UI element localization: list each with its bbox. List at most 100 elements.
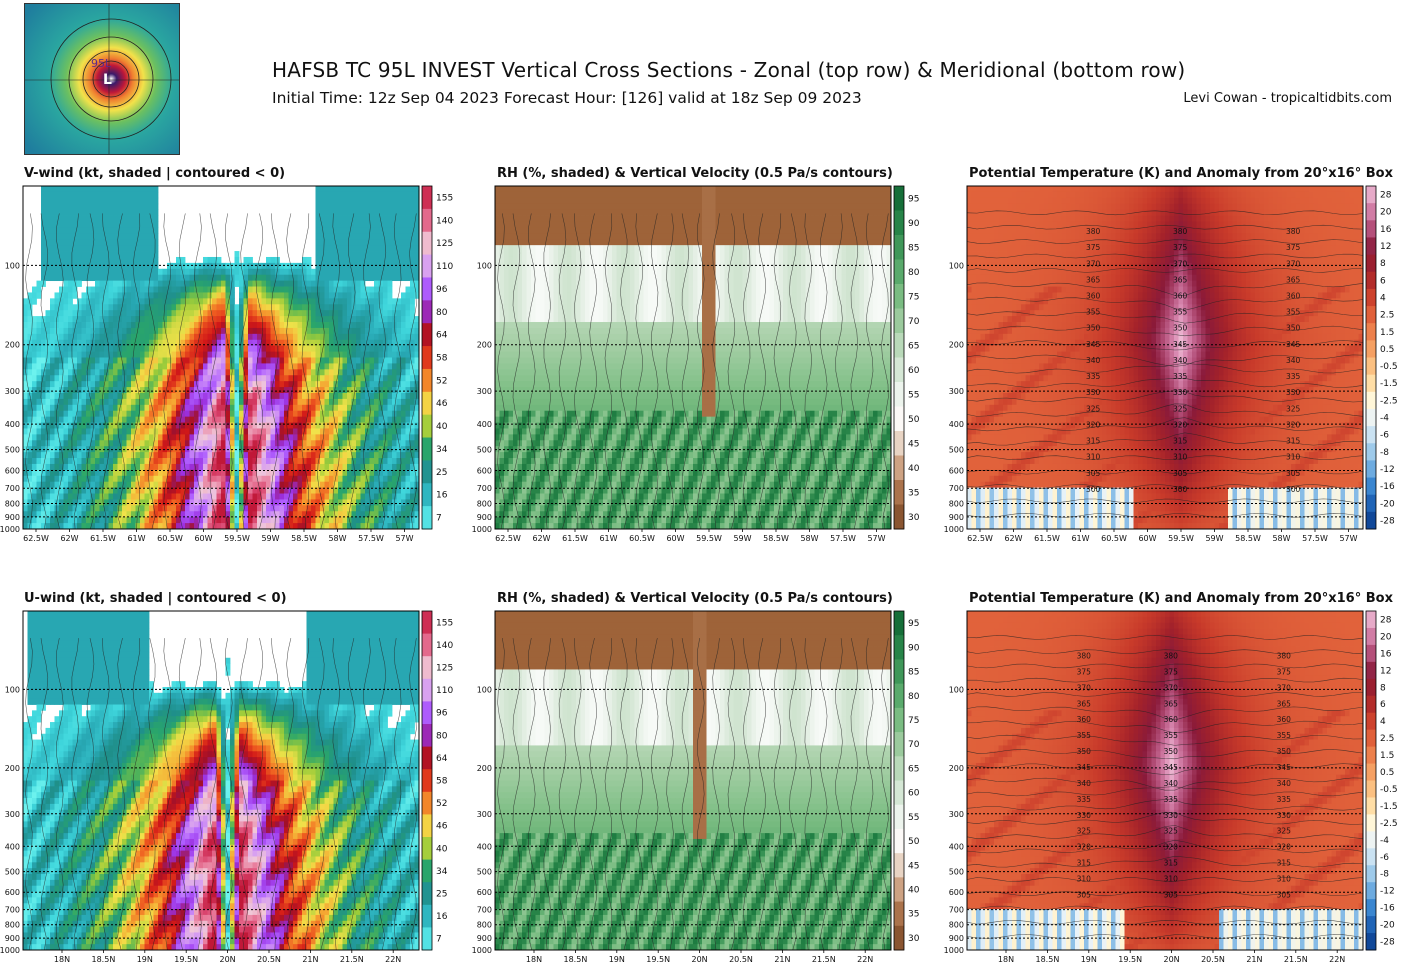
plot-frame xyxy=(966,185,1364,530)
contour-label: 315 xyxy=(1086,437,1101,446)
x-tick-label: 19N xyxy=(137,955,153,964)
colorbar: 95 90 85 80 75 70 65 60 55 50 45 40 35 30 xyxy=(893,185,920,530)
contour-label: 365 xyxy=(1277,699,1292,708)
colorbar-segment xyxy=(894,357,904,383)
y-tick-label: 800 xyxy=(477,500,492,509)
colorbar-segment xyxy=(1366,340,1376,358)
contour-label: 355 xyxy=(1173,308,1188,317)
y-tick-label: 600 xyxy=(5,888,20,897)
y-tick-label: 200 xyxy=(5,341,20,350)
colorbar-segment xyxy=(1366,644,1376,663)
x-tick-label: 61W xyxy=(599,534,617,543)
contour-lines xyxy=(25,213,417,530)
colorbar-tick-label: 140 xyxy=(436,641,453,651)
colorbar-segment xyxy=(1366,814,1376,832)
colorbar-tick-label: -8 xyxy=(1380,870,1389,880)
contour-label: 340 xyxy=(1277,779,1292,788)
colorbar-tick-label: 16 xyxy=(436,912,448,922)
colorbar-tick-label: -28 xyxy=(1380,938,1395,948)
colorbar-tick-label: 16 xyxy=(1380,649,1392,659)
colorbar-tick-label: 155 xyxy=(436,618,453,628)
colorbar-tick-label: 1.5 xyxy=(1380,751,1394,761)
contour-label: 380 xyxy=(1277,652,1292,661)
x-tick-label: 62W xyxy=(1004,534,1022,543)
y-tick-label: 800 xyxy=(949,921,964,930)
colorbar-segment xyxy=(1366,186,1376,204)
colorbar-segment xyxy=(1366,865,1376,883)
contour-label: 350 xyxy=(1286,324,1301,333)
x-tick-label: 62W xyxy=(532,534,550,543)
y-tick-label: 100 xyxy=(949,261,964,270)
contour-label: 375 xyxy=(1173,243,1188,252)
colorbar-segment xyxy=(1366,933,1376,951)
colorbar-segment xyxy=(422,656,432,680)
colorbar-tick-label: 80 xyxy=(908,692,920,702)
contour-label: 305 xyxy=(1077,891,1092,900)
colorbar-tick-label: 64 xyxy=(436,331,448,341)
colorbar-segment xyxy=(422,506,432,530)
y-tick-label: 700 xyxy=(949,906,964,915)
colorbar-tick-label: 35 xyxy=(908,910,919,920)
contour-label: 350 xyxy=(1086,324,1101,333)
colorbar-segment xyxy=(1366,443,1376,461)
colorbar-segment xyxy=(894,659,904,685)
x-tick-label: 61.5W xyxy=(562,534,588,543)
colorbar: 155 140 125 110 96 80 64 58 52 46 40 34 25 16 7 xyxy=(421,185,453,530)
colorbar-segment xyxy=(894,925,904,951)
y-tick-label: 400 xyxy=(5,842,20,851)
colorbar-segment xyxy=(894,284,904,309)
contour-label: 365 xyxy=(1286,275,1301,284)
shaded-field xyxy=(495,186,892,530)
colorbar: 28 20 16 12 8 6 4 2.5 1.5 0.5 -0.5 -1.5 -2.5 -4 -6 -8 -1… xyxy=(1365,610,1398,951)
colorbar-frame xyxy=(1365,185,1377,530)
colorbar-frame xyxy=(893,610,905,951)
contour-label: 355 xyxy=(1277,731,1292,740)
x-tick-label: 18N xyxy=(526,955,542,964)
colorbar-tick-label: 80 xyxy=(908,268,920,278)
colorbar-segment xyxy=(1366,203,1376,221)
contour-label: 330 xyxy=(1286,388,1301,397)
colorbar-tick-label: 2.5 xyxy=(1380,311,1394,321)
colorbar-segment xyxy=(894,210,904,236)
contour-label: 300 xyxy=(1173,485,1188,494)
contour-label: 320 xyxy=(1086,421,1101,430)
colorbar-tick-label: 155 xyxy=(436,193,453,203)
colorbar-segment xyxy=(1366,882,1376,900)
y-tick-label: 600 xyxy=(949,888,964,897)
x-tick-label: 19.5N xyxy=(174,955,198,964)
colorbar-segment xyxy=(422,837,432,861)
y-tick-label: 700 xyxy=(477,484,492,493)
panel-title-rh-meridional: RH (%, shaded) & Vertical Velocity (0.5 … xyxy=(497,591,893,606)
contour-label: 345 xyxy=(1086,340,1101,349)
colorbar-tick-label: 46 xyxy=(436,399,448,409)
contour-label: 370 xyxy=(1077,683,1092,692)
contour-label: 370 xyxy=(1173,259,1188,268)
contour-label: 360 xyxy=(1277,715,1292,724)
contour-label: 345 xyxy=(1164,763,1179,772)
y-tick-label: 500 xyxy=(949,868,964,877)
contour-label: 315 xyxy=(1164,859,1179,868)
colorbar-segment xyxy=(422,460,432,484)
y-tick-label: 400 xyxy=(477,842,492,851)
contour-label: 305 xyxy=(1164,891,1179,900)
colorbar-segment xyxy=(1366,426,1376,444)
contour-label: 340 xyxy=(1173,356,1188,365)
colorbar-segment xyxy=(894,853,904,878)
colorbar-segment xyxy=(422,746,432,770)
contour-label: 325 xyxy=(1077,827,1092,836)
x-axis: 18N 18.5N 19N 19.5N 20N 20.5N 21N 21.5N 22N xyxy=(526,950,873,964)
colorbar-segment xyxy=(1366,746,1376,765)
colorbar-tick-label: 4 xyxy=(1380,294,1386,304)
y-tick-label: 300 xyxy=(477,810,492,819)
contour-label: 375 xyxy=(1086,243,1101,252)
y-tick-label: 900 xyxy=(949,513,964,522)
x-tick-label: 19.5N xyxy=(1118,955,1142,964)
colorbar-tick-label: 95 xyxy=(908,194,919,204)
colorbar-segment xyxy=(1366,848,1376,866)
x-tick-label: 60.5W xyxy=(629,534,655,543)
colorbar-tick-label: 70 xyxy=(908,740,920,750)
x-tick-label: 21N xyxy=(774,955,790,964)
y-tick-label: 100 xyxy=(477,685,492,694)
contour-label: 330 xyxy=(1277,811,1292,820)
